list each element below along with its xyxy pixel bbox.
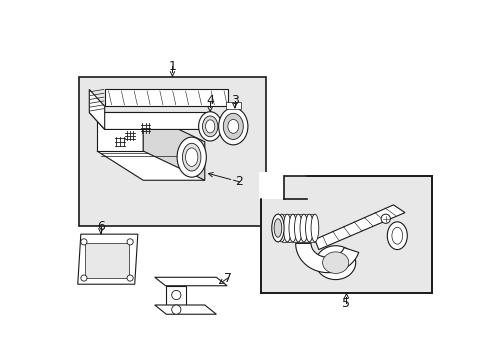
Circle shape [380,214,389,223]
Text: 3: 3 [230,94,238,107]
Circle shape [127,275,133,281]
Bar [79,77,265,226]
Ellipse shape [277,214,285,242]
Polygon shape [165,286,185,305]
Polygon shape [314,205,404,249]
Ellipse shape [205,120,214,133]
Text: 2: 2 [235,175,243,188]
Ellipse shape [322,252,348,274]
Bar [261,176,431,293]
Circle shape [171,291,181,300]
Ellipse shape [274,219,281,237]
Ellipse shape [182,143,201,171]
Circle shape [171,305,181,314]
Ellipse shape [271,214,284,242]
Polygon shape [295,243,358,273]
Ellipse shape [223,113,243,139]
Text: 1: 1 [168,60,176,73]
Text: 6: 6 [97,220,104,233]
Text: 5: 5 [342,297,350,310]
Ellipse shape [305,214,313,242]
Bar [225,102,241,109]
Bar [259,172,284,199]
Ellipse shape [218,108,247,145]
Polygon shape [97,112,143,151]
Ellipse shape [391,227,402,244]
Polygon shape [104,89,227,106]
Polygon shape [89,89,104,130]
Polygon shape [78,234,138,284]
Ellipse shape [300,214,307,242]
Ellipse shape [288,214,296,242]
Text: 4: 4 [206,94,214,107]
Ellipse shape [177,137,206,177]
Polygon shape [154,305,216,314]
Circle shape [127,239,133,245]
Bar [85,243,128,278]
Ellipse shape [315,246,355,280]
Polygon shape [97,151,204,180]
Ellipse shape [227,120,238,133]
Polygon shape [143,112,204,180]
Ellipse shape [310,214,318,242]
Polygon shape [89,112,227,130]
Circle shape [81,239,87,245]
Ellipse shape [386,222,407,249]
Ellipse shape [198,112,221,141]
Polygon shape [154,277,226,286]
Circle shape [81,275,87,281]
Ellipse shape [202,116,218,137]
Ellipse shape [283,214,290,242]
Text: 7: 7 [224,271,231,284]
Ellipse shape [294,214,302,242]
Ellipse shape [185,148,198,166]
